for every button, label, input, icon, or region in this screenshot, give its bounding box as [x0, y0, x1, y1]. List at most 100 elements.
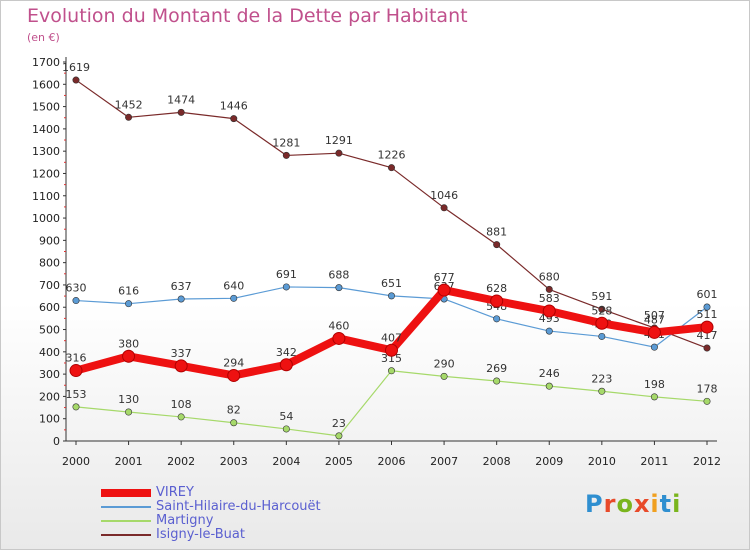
data-label-virey: 380: [118, 337, 139, 350]
x-tick-label: 2000: [62, 455, 90, 468]
data-label-isigny-le-buat: 1474: [167, 93, 195, 106]
y-tick-label: 1400: [32, 123, 60, 136]
data-point-isigny-le-buat: [72, 76, 80, 84]
data-label-virey: 628: [486, 282, 507, 295]
data-label-virey: 511: [697, 308, 718, 321]
data-point-virey: [437, 283, 451, 297]
data-point-saint-hilaire-du-harcou-t: [493, 315, 501, 323]
y-tick-label: 200: [39, 390, 60, 403]
data-label-virey: 316: [66, 352, 87, 365]
data-point-isigny-le-buat: [598, 305, 606, 313]
data-label-virey: 294: [223, 356, 244, 369]
data-point-virey: [279, 358, 293, 372]
data-point-virey: [332, 331, 346, 345]
y-tick-label: 1500: [32, 101, 60, 114]
data-label-saint-hilaire-du-harcou-t: 601: [697, 288, 718, 301]
data-point-saint-hilaire-du-harcou-t: [650, 343, 658, 351]
x-tick-label: 2008: [483, 455, 511, 468]
data-label-isigny-le-buat: 1046: [430, 189, 458, 202]
y-tick-label: 0: [53, 435, 60, 448]
data-label-saint-hilaire-du-harcou-t: 630: [66, 282, 87, 295]
x-tick-label: 2001: [115, 455, 143, 468]
data-point-martigny: [598, 387, 606, 395]
y-tick-label: 100: [39, 413, 60, 426]
data-label-virey: 407: [381, 331, 402, 344]
legend-label: Martigny: [156, 513, 214, 528]
data-label-isigny-le-buat: 1226: [378, 149, 406, 162]
data-label-martigny: 246: [539, 367, 560, 380]
legend-swatch: [101, 489, 151, 497]
y-tick-label: 600: [39, 301, 60, 314]
data-point-virey: [174, 359, 188, 373]
data-label-isigny-le-buat: 1281: [272, 136, 300, 149]
data-point-saint-hilaire-du-harcou-t: [72, 297, 80, 305]
data-point-virey: [542, 304, 556, 318]
y-tick-label: 1100: [32, 190, 60, 203]
data-point-isigny-le-buat: [493, 241, 501, 249]
data-point-martigny: [125, 408, 133, 416]
y-tick-label: 400: [39, 346, 60, 359]
x-tick-label: 2011: [640, 455, 668, 468]
legend-label: Isigny-le-Buat: [156, 527, 245, 542]
data-label-martigny: 198: [644, 378, 665, 391]
data-label-virey: 337: [171, 347, 192, 360]
data-label-martigny: 82: [227, 404, 241, 417]
data-label-isigny-le-buat: 417: [697, 329, 718, 342]
data-point-isigny-le-buat: [545, 285, 553, 293]
data-point-martigny: [177, 413, 185, 421]
y-tick-label: 800: [39, 257, 60, 270]
data-point-martigny: [545, 382, 553, 390]
data-label-martigny: 223: [591, 372, 612, 385]
chart-title: Evolution du Montant de la Dette par Hab…: [27, 5, 468, 27]
data-label-saint-hilaire-du-harcou-t: 691: [276, 268, 297, 281]
data-label-virey: 487: [644, 313, 665, 326]
data-point-virey: [227, 368, 241, 382]
y-tick-label: 1600: [32, 78, 60, 91]
data-label-virey: 342: [276, 346, 297, 359]
legend-swatch: [101, 520, 151, 522]
data-label-martigny: 23: [332, 417, 346, 430]
data-point-isigny-le-buat: [230, 115, 238, 123]
legend-label: VIREY: [156, 485, 194, 500]
data-label-saint-hilaire-du-harcou-t: 640: [223, 279, 244, 292]
data-label-isigny-le-buat: 1446: [220, 100, 248, 113]
proxiti-logo: Proxiti: [585, 490, 682, 518]
series-line-isigny-le-buat: [75, 79, 708, 349]
data-label-martigny: 178: [697, 382, 718, 395]
data-point-virey: [69, 364, 83, 378]
data-label-isigny-le-buat: 881: [486, 226, 507, 239]
legend-swatch: [101, 534, 151, 536]
data-label-martigny: 269: [486, 362, 507, 375]
y-tick-label: 500: [39, 324, 60, 337]
data-point-saint-hilaire-du-harcou-t: [545, 327, 553, 335]
x-tick-label: 2010: [588, 455, 616, 468]
data-label-martigny: 290: [434, 357, 455, 370]
data-point-martigny: [703, 397, 711, 405]
data-label-isigny-le-buat: 591: [591, 290, 612, 303]
data-label-saint-hilaire-du-harcou-t: 637: [171, 280, 192, 293]
data-point-martigny: [650, 393, 658, 401]
data-label-martigny: 54: [279, 410, 293, 423]
y-tick-label: 1200: [32, 167, 60, 180]
x-tick-label: 2005: [325, 455, 353, 468]
data-point-saint-hilaire-du-harcou-t: [598, 332, 606, 340]
data-point-virey: [385, 343, 398, 357]
data-point-martigny: [72, 403, 80, 411]
data-point-isigny-le-buat: [282, 151, 290, 159]
data-point-martigny: [387, 367, 395, 375]
data-label-martigny: 108: [171, 398, 192, 411]
data-point-saint-hilaire-du-harcou-t: [230, 294, 238, 302]
data-label-isigny-le-buat: 680: [539, 270, 560, 283]
data-label-isigny-le-buat: 1452: [115, 98, 143, 111]
data-label-saint-hilaire-du-harcou-t: 688: [328, 269, 349, 282]
data-label-isigny-le-buat: 507: [644, 309, 665, 322]
y-tick-label: 300: [39, 368, 60, 381]
x-tick-label: 2012: [693, 455, 721, 468]
x-tick-label: 2009: [535, 455, 563, 468]
data-point-isigny-le-buat: [125, 113, 133, 121]
x-tick-label: 2003: [220, 455, 248, 468]
data-point-martigny: [282, 425, 290, 433]
data-label-martigny: 153: [66, 388, 87, 401]
legend-swatch: [101, 506, 151, 508]
data-label-virey: 460: [328, 319, 349, 332]
